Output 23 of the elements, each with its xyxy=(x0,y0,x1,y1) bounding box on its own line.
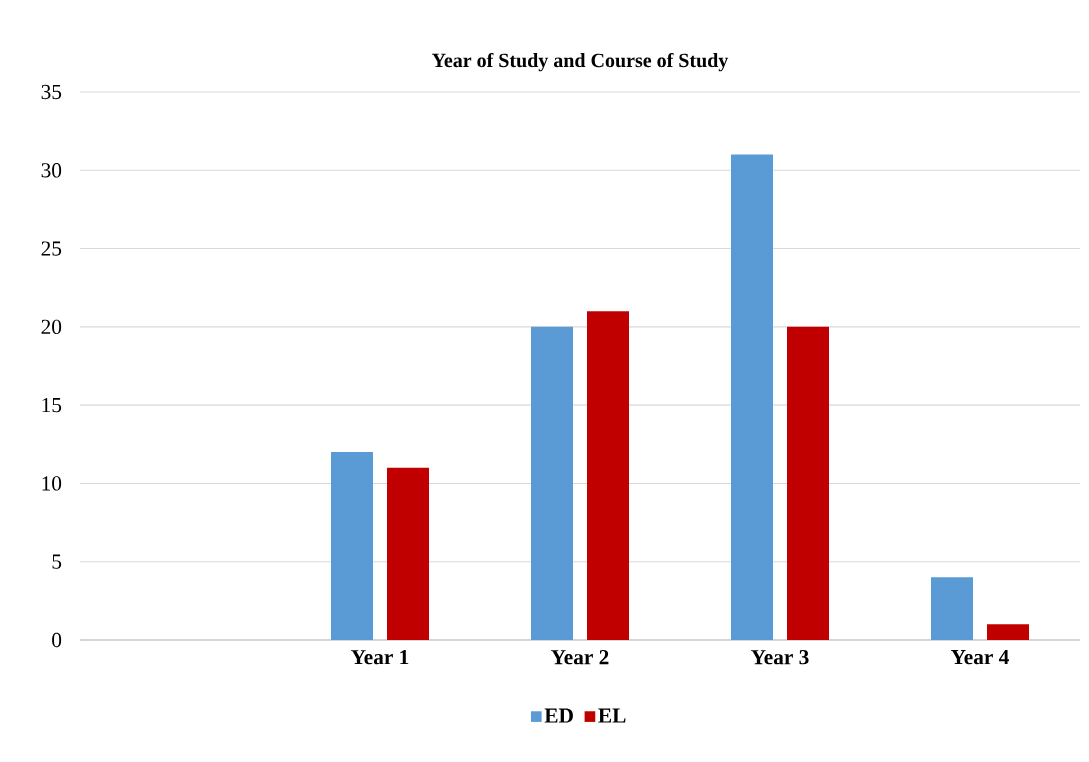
x-tick-label: Year 2 xyxy=(551,650,609,665)
legend-label: EL xyxy=(598,708,626,723)
chart-title: Year of Study and Course of Study xyxy=(432,52,729,72)
legend-label: ED xyxy=(544,708,573,723)
y-tick-label: 25 xyxy=(41,241,62,256)
y-tick-label: 30 xyxy=(41,163,62,178)
bar xyxy=(931,577,973,640)
y-tick-label: 10 xyxy=(42,476,62,491)
bar xyxy=(987,624,1029,640)
bar xyxy=(787,326,829,640)
y-tick-label: 0 xyxy=(52,632,62,648)
bar xyxy=(731,154,773,640)
x-tick-label: Year 3 xyxy=(751,650,809,665)
y-tick-label: 5 xyxy=(52,554,62,569)
x-tick-label: Year 1 xyxy=(351,650,409,665)
bar xyxy=(587,311,629,640)
y-tick-label: 35 xyxy=(41,84,62,100)
bar xyxy=(331,452,373,640)
x-tick-label: Year 4 xyxy=(951,650,1009,665)
y-tick-label: 15 xyxy=(42,397,62,413)
y-tick-label: 20 xyxy=(41,319,62,335)
bar xyxy=(387,467,429,640)
bar xyxy=(531,326,573,640)
